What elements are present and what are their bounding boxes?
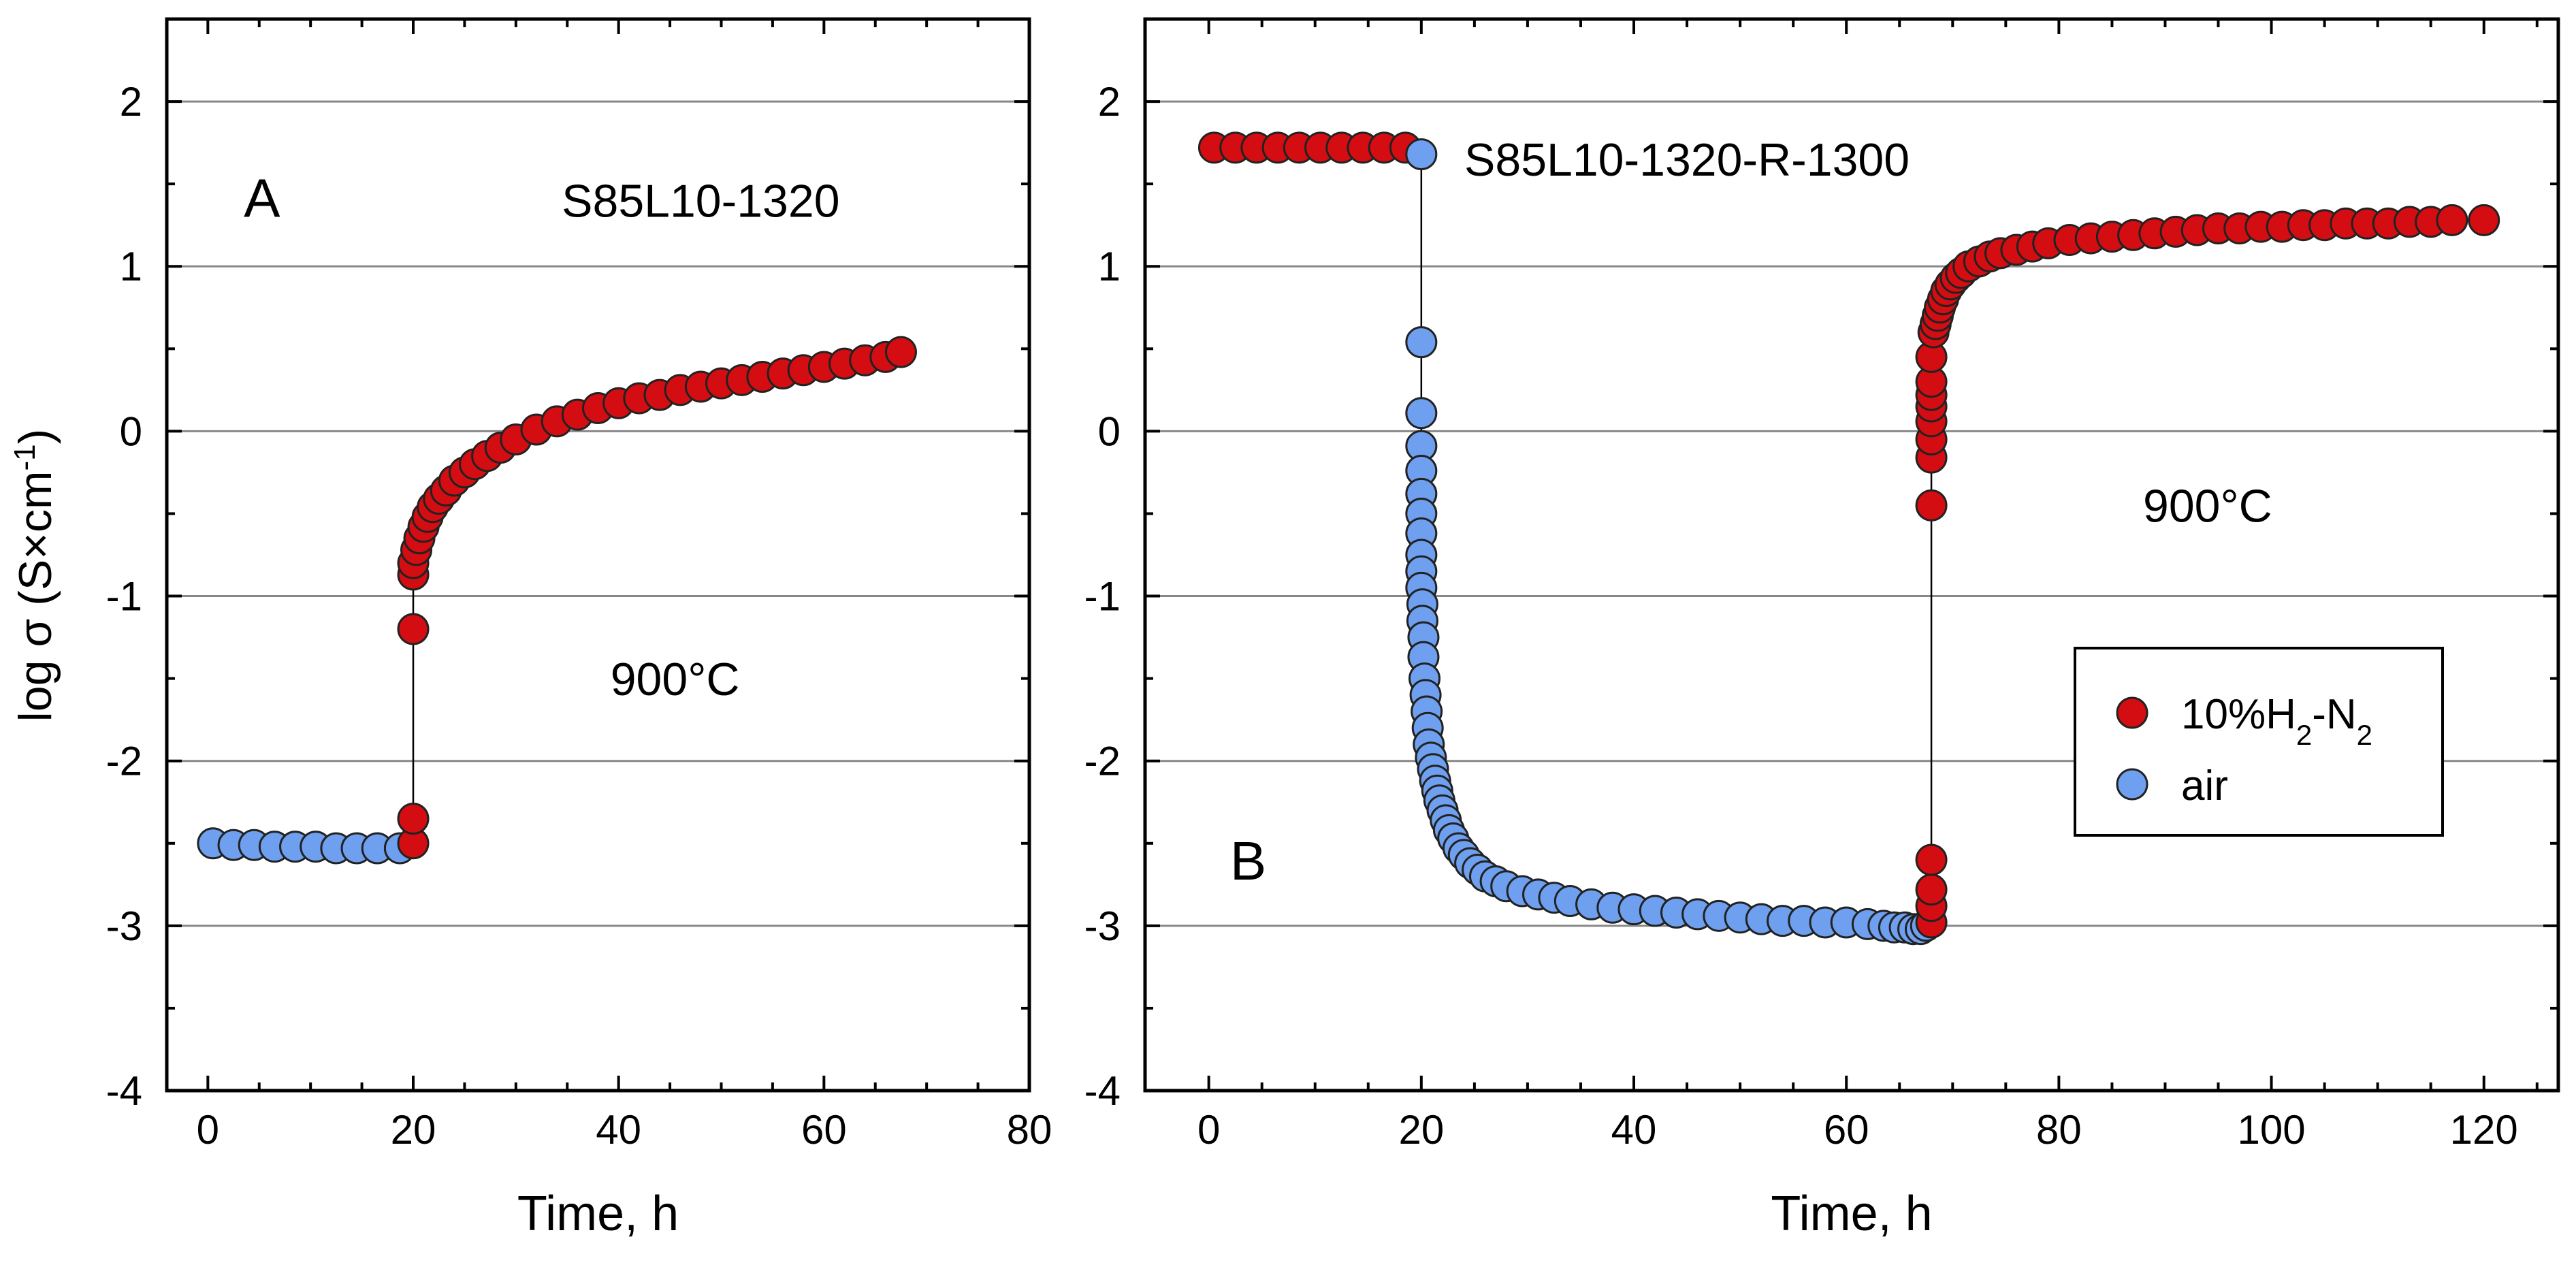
y-tick-label: -4 (106, 1068, 142, 1114)
panel-a-grid (167, 100, 1029, 927)
x-tick-label: 20 (1398, 1107, 1444, 1153)
legend-label-h2: 10%H2-N2 (2181, 691, 2372, 751)
x-tick-label: 0 (1197, 1107, 1220, 1153)
panel-a-temperature-label: 900°C (611, 654, 740, 705)
panel-b-letter: B (1230, 831, 1266, 891)
x-tick-label: 100 (2238, 1107, 2306, 1153)
y-axis-label: log σ (S×cm-1) (8, 429, 62, 722)
y-tick-label: -4 (1084, 1068, 1121, 1114)
y-tick-label: 1 (1098, 244, 1121, 289)
legend-box (2074, 647, 2444, 837)
x-tick-label: 80 (2036, 1107, 2082, 1153)
y-axis-label-close: ) (10, 429, 61, 445)
y-tick-label: 2 (120, 79, 142, 125)
data-point-h2 (1915, 873, 1948, 906)
data-point-h2 (2436, 204, 2468, 236)
data-point-h2 (884, 336, 917, 368)
y-tick-label: -1 (1084, 574, 1121, 620)
panel-b-temperature-label: 900°C (2143, 481, 2272, 532)
panel-b-x-axis-label: Time, h (1771, 1187, 1932, 1241)
panel-a-points (197, 336, 917, 865)
legend-label-h2-sub2: 2 (2357, 719, 2372, 751)
data-point-air (1405, 138, 1438, 171)
y-tick-label: 0 (120, 408, 142, 454)
data-point-h2 (1915, 844, 1948, 876)
data-point-h2 (397, 613, 430, 645)
legend-label-air: air (2181, 762, 2228, 809)
legend: 10%H2-N2 air (2074, 647, 2444, 837)
data-point-h2 (2468, 204, 2500, 236)
data-point-air (1405, 397, 1438, 430)
panel-b-frame (1143, 17, 2560, 1093)
y-tick-label: -2 (106, 739, 142, 784)
y-tick-label: 1 (120, 244, 142, 289)
y-tick-label: -2 (1084, 739, 1121, 784)
x-tick-label: 80 (1007, 1107, 1052, 1153)
x-tick-label: 20 (391, 1107, 436, 1153)
x-tick-label: 120 (2450, 1107, 2518, 1153)
data-point-air (1405, 326, 1438, 359)
panel-b-sample-label: S85L10-1320-R-1300 (1464, 134, 1910, 186)
legend-label-h2-main: 10%H (2181, 691, 2296, 738)
y-tick-label: -1 (106, 574, 142, 620)
y-tick-label: 2 (1098, 79, 1121, 125)
panel-a-letter: A (244, 168, 280, 229)
panel-a-x-axis-label: Time, h (517, 1187, 679, 1241)
x-tick-label: 40 (596, 1107, 641, 1153)
panel-b-points (1197, 131, 2500, 946)
legend-label-h2-after: -N (2312, 691, 2356, 738)
data-point-h2 (1915, 489, 1948, 521)
x-tick-label: 60 (801, 1107, 847, 1153)
x-tick-label: 60 (1824, 1107, 1869, 1153)
legend-label-h2-sub: 2 (2296, 719, 2312, 751)
x-tick-label: 0 (197, 1107, 219, 1153)
y-axis-label-sup: -1 (8, 444, 42, 470)
y-tick-label: 0 (1098, 408, 1121, 454)
legend-marker-air (2116, 768, 2148, 801)
y-tick-label: -3 (106, 903, 142, 949)
legend-marker-h2 (2116, 696, 2148, 729)
y-axis-label-main: log σ (S×cm (10, 470, 61, 722)
panel-a-frame (165, 17, 1031, 1093)
data-point-h2 (397, 802, 430, 835)
panel-a-sample-label: S85L10-1320 (562, 176, 839, 227)
x-tick-label: 40 (1611, 1107, 1657, 1153)
y-tick-label: -3 (1084, 903, 1121, 949)
